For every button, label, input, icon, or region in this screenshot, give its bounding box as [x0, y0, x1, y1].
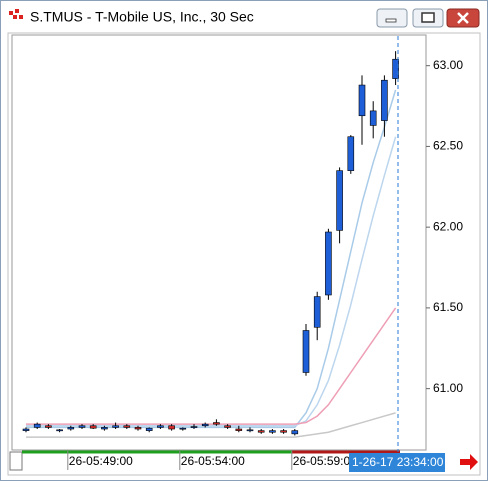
candle-body [33, 423, 41, 428]
y-tick-label: 62.50 [433, 139, 463, 153]
y-tick-label: 63.00 [433, 58, 463, 72]
maximize-button[interactable] [412, 8, 444, 28]
candle-body [45, 425, 52, 428]
candle-body [201, 423, 209, 427]
close-button[interactable] [446, 8, 480, 28]
scroll-box[interactable] [9, 451, 23, 471]
candle-body [291, 430, 299, 435]
y-tick-label: 61.50 [433, 300, 463, 314]
candle-body [89, 425, 97, 429]
candle-body [145, 427, 153, 431]
candle-body [269, 430, 276, 433]
candle-body [235, 428, 243, 431]
candle-body [313, 296, 321, 328]
candle-body [347, 136, 355, 171]
moving-average-line [26, 89, 397, 429]
candle-body [157, 425, 164, 428]
app-icon [9, 9, 23, 19]
candle-body [257, 430, 265, 433]
candle-body [101, 427, 108, 430]
x-tick-label: 26-05:49:00 [69, 454, 133, 468]
y-tick-label: 61.00 [433, 381, 463, 395]
candle-body [123, 425, 131, 428]
moving-average-line [26, 307, 397, 425]
candle-body [22, 428, 30, 431]
scroll-right-arrow[interactable] [460, 454, 478, 470]
candle-body [224, 425, 231, 428]
candle-body [112, 425, 119, 428]
candle-body [280, 430, 287, 433]
candle-body [325, 231, 332, 296]
x-tick-label: 26-05:54:00 [181, 454, 245, 468]
candle-body [336, 170, 343, 231]
candle-body [134, 427, 142, 430]
candle-body [358, 84, 366, 117]
candle-body [168, 425, 175, 430]
cursor-label: 1-26-17 23:34:00 [352, 455, 444, 469]
candle-body [392, 58, 399, 79]
window-title: S.TMUS - T-Mobile US, Inc., 30 Sec [30, 9, 254, 25]
moving-average-line [26, 412, 396, 438]
candle-body [369, 110, 377, 126]
moving-average-line [26, 136, 397, 427]
candle-body [179, 427, 187, 430]
candle-body [56, 429, 63, 432]
candle-body [67, 427, 75, 430]
candle-body [213, 422, 220, 425]
cursor-label-box [349, 453, 445, 472]
plot-area [11, 34, 427, 451]
y-tick-label: 62.00 [433, 219, 463, 233]
candle-body [381, 79, 388, 121]
candle-body [302, 330, 310, 373]
minimize-button[interactable] [376, 8, 408, 28]
candle-body [190, 426, 198, 428]
candle-body [78, 425, 86, 428]
candle-body [246, 429, 254, 432]
x-tick-label: 26-05:59:00 [293, 454, 357, 468]
